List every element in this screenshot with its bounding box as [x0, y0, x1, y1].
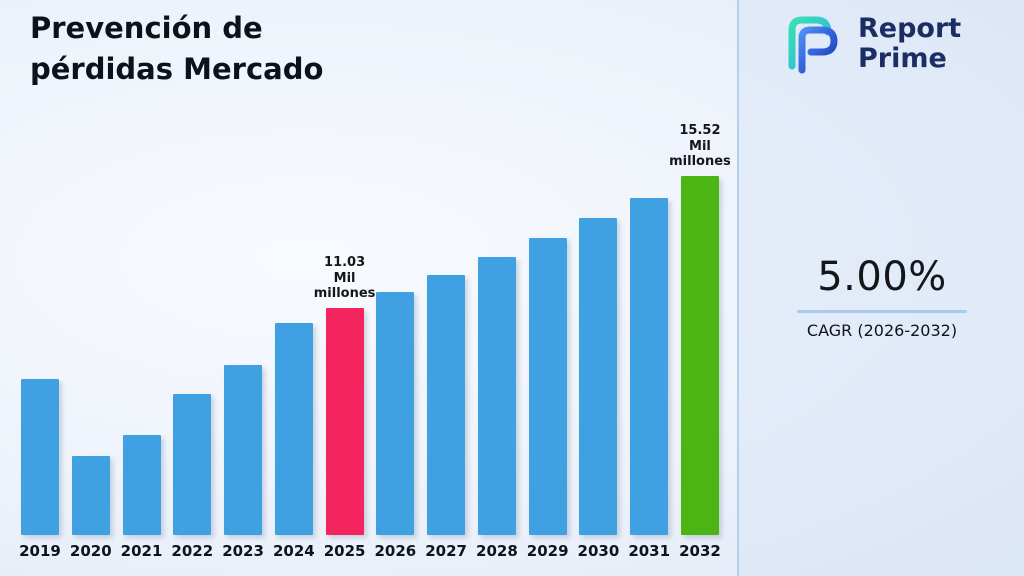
- brand-name-line-1: Report: [858, 12, 962, 44]
- bar-2032: [680, 176, 719, 535]
- x-axis-label-2026: 2026: [374, 542, 417, 560]
- brand-name-line-2: Prime: [858, 43, 947, 74]
- bar-2030: [579, 218, 618, 535]
- bar-column-2029: 2029: [526, 238, 569, 560]
- report-prime-logo-icon: [778, 10, 848, 78]
- bar-2023: [224, 365, 263, 535]
- x-axis-label-2024: 2024: [272, 542, 315, 560]
- bar-column-2028: 2028: [476, 257, 518, 560]
- x-axis-label-2032: 2032: [679, 542, 721, 560]
- x-axis-label-2031: 2031: [628, 542, 671, 560]
- bar-column-2022: 2022: [171, 394, 214, 560]
- bar-annotation-2032: 15.52 Mil millones: [669, 123, 731, 170]
- x-axis-label-2028: 2028: [476, 542, 518, 560]
- bar-2031: [630, 198, 669, 535]
- bar-column-2030: 2030: [577, 218, 620, 560]
- bar-column-2019: 2019: [19, 379, 61, 560]
- bar-2024: [274, 323, 313, 535]
- page-title-line-1: Prevención de: [30, 11, 263, 45]
- bar-2021: [122, 435, 161, 535]
- x-axis-label-2030: 2030: [577, 542, 620, 560]
- bar-2019: [21, 379, 59, 535]
- x-axis-label-2023: 2023: [222, 542, 264, 560]
- bar-2025: [325, 308, 364, 535]
- bar-column-2021: 2021: [120, 435, 163, 560]
- x-axis-label-2029: 2029: [526, 542, 569, 560]
- cagr-value: 5.00%: [817, 254, 947, 300]
- bar-2028: [477, 257, 516, 535]
- bar-column-2032: 15.52 Mil millones 2032: [669, 123, 731, 560]
- x-axis-label-2027: 2027: [425, 542, 467, 560]
- bar-chart: 2019 2020 2021 2022 2023 2024 11.03 Mil millones…: [19, 110, 731, 560]
- bar-annotation-2025: 11.03 Mil millones: [313, 255, 376, 302]
- bar-2027: [427, 275, 466, 535]
- bar-2022: [173, 394, 212, 535]
- bar-column-2020: 2020: [69, 456, 112, 560]
- bar-column-2026: 2026: [374, 292, 417, 560]
- x-axis-label-2021: 2021: [120, 542, 163, 560]
- page-title-line-2: pérdidas Mercado: [30, 51, 324, 86]
- vertical-divider: [737, 0, 739, 576]
- bar-column-2027: 2027: [425, 275, 467, 560]
- bar-column-2023: 2023: [222, 365, 264, 560]
- bar-2029: [528, 238, 567, 535]
- stat-underline: [797, 310, 967, 313]
- bar-2020: [71, 456, 110, 535]
- page-title: Prevención de pérdidas Mercado: [30, 8, 323, 89]
- right-panel-background: [739, 0, 1024, 576]
- bar-column-2031: 2031: [628, 198, 671, 560]
- x-axis-label-2025: 2025: [323, 542, 366, 560]
- brand-name: Report Prime: [858, 12, 962, 74]
- x-axis-label-2019: 2019: [19, 542, 61, 560]
- report-prime-logo: Report Prime: [778, 10, 961, 78]
- x-axis-label-2020: 2020: [69, 542, 112, 560]
- cagr-stat-block: 5.00% CAGR (2026-2032): [797, 254, 967, 340]
- x-axis-label-2022: 2022: [171, 542, 214, 560]
- bar-column-2025: 11.03 Mil millones 2025: [314, 255, 376, 560]
- cagr-label: CAGR (2026-2032): [806, 321, 958, 340]
- bar-2026: [376, 292, 415, 535]
- bar-column-2024: 2024: [272, 323, 315, 560]
